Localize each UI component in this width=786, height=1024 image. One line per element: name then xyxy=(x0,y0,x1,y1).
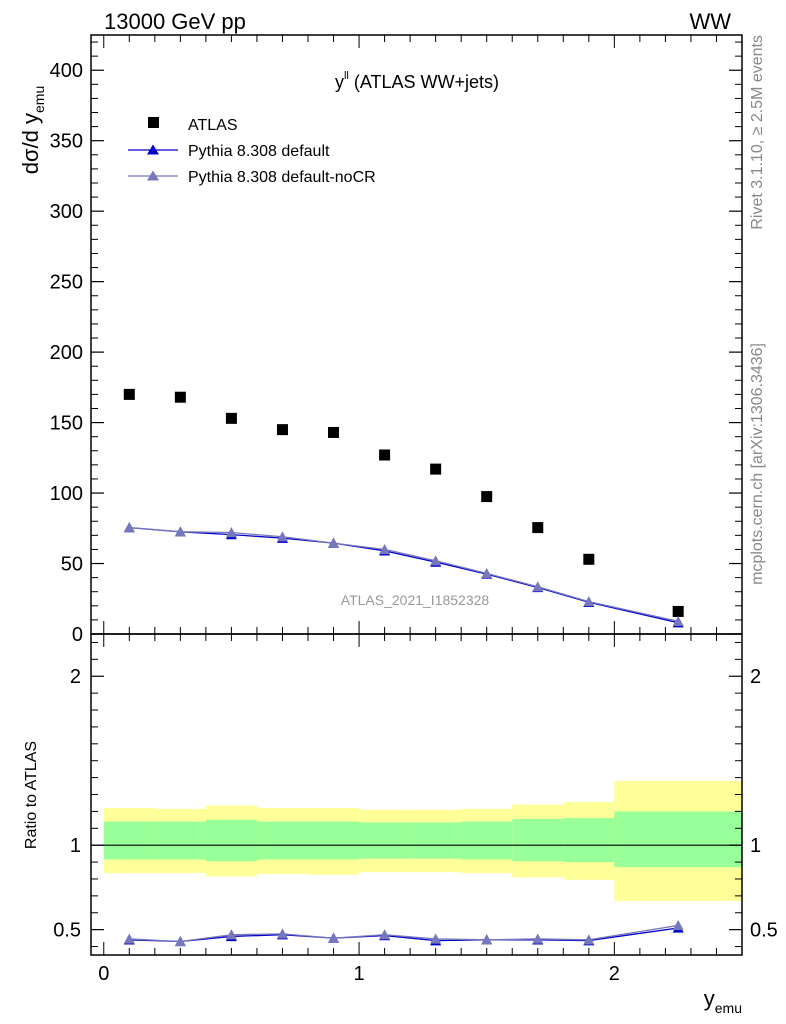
ratio-band-inner-bin xyxy=(614,811,742,868)
y-axis-title-base: dσ/d y xyxy=(18,113,43,174)
data-point-triangle xyxy=(481,567,493,579)
series-line xyxy=(129,526,679,624)
ratio-y-tick-label: 1 xyxy=(70,835,81,857)
side-text-mcplots: mcplots.cern.ch [arXiv:1306.3436] xyxy=(749,343,766,585)
ratio-data-point xyxy=(532,933,544,944)
ratio-series-pythia-default xyxy=(123,922,684,947)
svg-text:dσ/d yemu: dσ/d yemu xyxy=(18,86,47,175)
plot-title: yll (ATLAS WW+jets) xyxy=(335,70,499,92)
series-pythia-default xyxy=(123,522,684,628)
data-point-triangle xyxy=(583,596,595,607)
ratio-data-point xyxy=(481,934,493,945)
data-point-triangle xyxy=(672,615,684,626)
ratio-band-inner-bin xyxy=(205,819,257,862)
legend-label-nocr: Pythia 8.308 default-noCR xyxy=(188,169,376,186)
legend-marker-atlas xyxy=(148,117,159,128)
x-axis-title-base: y xyxy=(704,986,715,1011)
y-tick-label: 100 xyxy=(50,483,83,505)
data-point-atlas xyxy=(583,553,595,565)
ratio-data-point xyxy=(174,935,186,947)
ratio-series-line xyxy=(129,927,679,943)
legend-label-default: Pythia 8.308 default xyxy=(188,143,330,160)
ratio-data-point xyxy=(672,919,684,931)
ratio-band-inner-bin xyxy=(410,822,462,859)
plot-title-rest: (ATLAS WW+jets) xyxy=(349,72,499,92)
legend-marker-nocr xyxy=(147,170,159,181)
data-point-atlas xyxy=(123,388,135,400)
y-axis-title: dσ/d yemu xyxy=(18,86,47,175)
ratio-data-point xyxy=(328,932,340,943)
ratio-band-inner-bin xyxy=(461,821,513,860)
ratio-data-point xyxy=(430,933,442,944)
legend-marker-default xyxy=(147,144,159,155)
data-point-atlas xyxy=(379,449,391,461)
header-left: 13000 GeV pp xyxy=(104,9,246,34)
series-atlas xyxy=(123,388,684,617)
ratio-axis-title: Ratio to ATLAS xyxy=(23,741,40,849)
ratio-band-inner-bin xyxy=(512,818,564,862)
y-axis-title-sub: emu xyxy=(31,86,47,113)
ratio-y-tick-label-right: 2 xyxy=(750,666,761,688)
legend-label-atlas: ATLAS xyxy=(188,117,238,134)
data-point-triangle xyxy=(532,581,544,592)
data-point-atlas xyxy=(430,463,442,475)
x-tick-label: 0 xyxy=(98,963,109,985)
ratio-data-point xyxy=(276,928,288,939)
ratio-series-pythia-default-nocr xyxy=(123,919,684,947)
y-tick-label: 250 xyxy=(50,272,83,294)
x-axis-title-sub: emu xyxy=(715,1000,742,1016)
data-point-atlas xyxy=(276,424,288,436)
y-tick-label: 350 xyxy=(50,131,83,153)
ratio-plot-area: 0 1 2 0.5 0.5 1 1 2 2 xyxy=(53,633,778,985)
side-text-rivet: Rivet 3.1.10, ≥ 2.5M events xyxy=(749,35,766,230)
data-point-triangle xyxy=(225,527,237,538)
ratio-uncertainty-band-inner xyxy=(103,811,742,868)
data-point-triangle xyxy=(123,522,135,533)
ratio-band-inner-bin xyxy=(563,818,615,863)
ratio-series-line xyxy=(129,924,679,943)
y-tick-label: 150 xyxy=(50,413,83,435)
x-tick-label: 2 xyxy=(609,963,620,985)
ratio-y-tick-label-right: 1 xyxy=(750,835,761,857)
data-point-triangle xyxy=(174,526,186,537)
ratio-data-point xyxy=(583,934,595,945)
y-tick-label: 50 xyxy=(61,554,83,576)
ratio-y-tick-label: 2 xyxy=(70,666,81,688)
y-tick-label: 0 xyxy=(72,624,83,646)
ratio-data-point xyxy=(123,933,135,944)
y-tick-label: 400 xyxy=(50,60,83,82)
analysis-watermark: ATLAS_2021_I1852328 xyxy=(341,592,490,608)
ratio-band-inner-bin xyxy=(359,822,411,859)
ratio-band-inner-bin xyxy=(154,821,206,860)
data-point-atlas xyxy=(328,426,340,438)
data-point-atlas xyxy=(672,605,684,617)
legend: ATLAS Pythia 8.308 default Pythia 8.308 … xyxy=(128,117,376,186)
plot-title-sup: ll xyxy=(344,70,349,82)
data-point-atlas xyxy=(532,522,544,534)
ratio-data-point xyxy=(379,929,391,940)
series-pythia-default-nocr xyxy=(123,522,684,626)
svg-text:yemu: yemu xyxy=(704,986,742,1016)
y-tick-label: 200 xyxy=(50,342,83,364)
ratio-band-inner-bin xyxy=(308,821,360,860)
data-point-triangle xyxy=(328,537,340,548)
data-point-triangle xyxy=(430,555,442,566)
ratio-data-point xyxy=(225,929,237,940)
data-point-atlas xyxy=(481,491,493,503)
y-tick-label: 300 xyxy=(50,201,83,223)
data-point-atlas xyxy=(174,391,186,403)
svg-text:yll (ATLAS WW+jets): yll (ATLAS WW+jets) xyxy=(335,70,499,92)
plot-title-base: y xyxy=(335,72,344,92)
data-point-triangle xyxy=(379,543,391,555)
data-point-triangle xyxy=(276,531,288,542)
x-axis-title: yemu xyxy=(704,986,742,1016)
ratio-y-tick-label: 0.5 xyxy=(53,920,81,942)
x-tick-label: 1 xyxy=(353,963,364,985)
ratio-band-inner-bin xyxy=(103,821,155,860)
ratio-y-tick-label-right: 0.5 xyxy=(750,920,778,942)
data-point-atlas xyxy=(225,412,237,424)
header-right: WW xyxy=(689,9,731,34)
ratio-band-inner-bin xyxy=(256,821,308,860)
